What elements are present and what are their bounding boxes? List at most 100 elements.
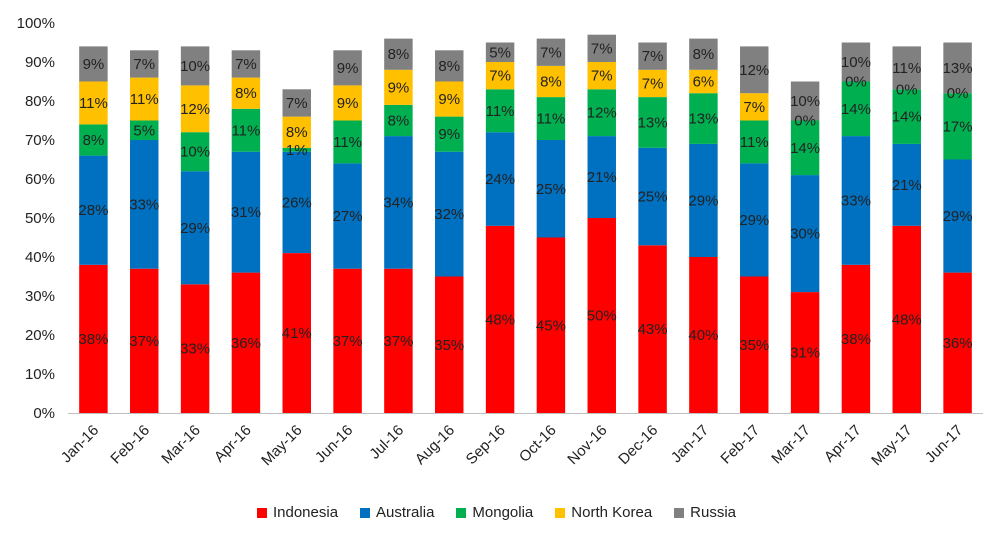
bar-segment-indonesia bbox=[841, 264, 871, 413]
x-tick-label: Nov-16 bbox=[564, 422, 610, 468]
bar-segment-north-korea bbox=[231, 77, 261, 109]
bar-segment-north-korea bbox=[740, 93, 769, 121]
bar-segment-indonesia bbox=[740, 276, 769, 413]
data-label: 43% bbox=[638, 321, 668, 338]
data-label: 10% bbox=[841, 54, 871, 71]
data-label: 25% bbox=[536, 181, 566, 198]
data-label: 7% bbox=[489, 68, 511, 85]
bar-segment-australia bbox=[231, 151, 261, 273]
bar-segment-russia bbox=[638, 42, 667, 70]
x-tick-label: Dec-16 bbox=[615, 422, 661, 468]
x-tick-label: Apr-17 bbox=[821, 422, 865, 466]
data-label: 27% bbox=[333, 208, 363, 225]
y-tick-label: 70% bbox=[25, 132, 55, 149]
data-label: 8% bbox=[438, 58, 460, 75]
bar-segment-russia bbox=[841, 42, 871, 82]
data-label: 35% bbox=[434, 337, 464, 354]
data-label: 1% bbox=[286, 142, 308, 159]
data-label: 29% bbox=[688, 192, 718, 209]
data-label: 41% bbox=[282, 325, 312, 342]
data-label: 29% bbox=[739, 212, 769, 229]
bar-segment-north-korea bbox=[536, 65, 566, 98]
data-label: 21% bbox=[892, 177, 922, 194]
data-label: 37% bbox=[333, 333, 363, 350]
bar-segment-north-korea bbox=[79, 81, 108, 125]
x-axis: Jan-16 Feb-16 Mar-16 Apr-16 May-16 Jun-16 Jul-… bbox=[58, 413, 983, 469]
data-label: 5% bbox=[133, 122, 155, 139]
bar-segment-indonesia bbox=[180, 284, 210, 413]
x-tick-label: Jan-16 bbox=[58, 422, 102, 466]
bar-segment-indonesia bbox=[282, 253, 311, 413]
data-label: 45% bbox=[536, 317, 566, 334]
bar-segment-russia bbox=[943, 42, 972, 94]
data-label: 14% bbox=[892, 109, 922, 126]
data-label: 9% bbox=[438, 126, 460, 143]
bar-segment-australia bbox=[282, 151, 311, 254]
data-label: 13% bbox=[688, 111, 718, 128]
data-label: 7% bbox=[286, 95, 308, 112]
y-tick-label: 100% bbox=[17, 15, 55, 32]
data-label: 11% bbox=[79, 95, 108, 112]
x-tick-label: Mar-17 bbox=[768, 422, 814, 468]
bar-segment-north-korea bbox=[130, 77, 159, 121]
bar-segment-australia bbox=[180, 171, 210, 285]
x-tick-label: May-16 bbox=[258, 422, 305, 469]
y-tick-label: 50% bbox=[25, 210, 55, 227]
data-label: 38% bbox=[841, 331, 871, 348]
data-label: 7% bbox=[642, 75, 664, 92]
legend-swatch bbox=[360, 507, 371, 518]
data-label: 12% bbox=[180, 101, 210, 118]
data-label: 13% bbox=[638, 114, 668, 131]
bar-segment-australia bbox=[384, 136, 413, 269]
bars bbox=[79, 34, 972, 413]
x-tick-label: Jan-17 bbox=[668, 422, 712, 466]
data-label: 8% bbox=[693, 46, 715, 63]
bar-segment-russia bbox=[435, 50, 464, 82]
bar-segment-mongolia bbox=[231, 108, 261, 152]
bar-segment-indonesia bbox=[231, 272, 261, 413]
data-label: 5% bbox=[489, 44, 511, 61]
data-label: 11% bbox=[740, 134, 769, 151]
legend-label: North Korea bbox=[571, 504, 653, 521]
x-tick-label: Aug-16 bbox=[412, 422, 458, 468]
data-label: 10% bbox=[180, 58, 210, 75]
legend-label: Mongolia bbox=[472, 504, 534, 521]
data-label: 26% bbox=[282, 194, 312, 211]
data-label: 11% bbox=[130, 91, 159, 108]
y-axis: 0% 10% 20% 30% 40% 50% 60% 70% 80% 90% 100% bbox=[17, 15, 55, 422]
data-label: 8% bbox=[83, 132, 105, 149]
bar-segment-indonesia bbox=[79, 264, 108, 413]
data-label: 0% bbox=[896, 81, 918, 98]
data-label: 29% bbox=[180, 220, 210, 237]
data-label: 11% bbox=[892, 60, 921, 77]
data-label: 36% bbox=[943, 335, 973, 352]
legend-label: Russia bbox=[690, 504, 737, 521]
bar-segment-australia bbox=[943, 159, 972, 273]
data-label: 31% bbox=[790, 345, 820, 362]
x-tick-label: Mar-16 bbox=[158, 422, 204, 468]
bar-segment-mongolia bbox=[740, 120, 769, 164]
bar-segment-mongolia bbox=[435, 116, 464, 152]
data-label: 36% bbox=[231, 335, 261, 352]
bar-segment-australia bbox=[841, 136, 871, 265]
data-label: 33% bbox=[129, 196, 159, 213]
bar-segment-australia bbox=[333, 163, 362, 269]
bar-segment-australia bbox=[485, 132, 515, 226]
data-label: 8% bbox=[235, 85, 257, 102]
bar-segment-australia bbox=[130, 140, 159, 269]
y-tick-label: 40% bbox=[25, 249, 55, 266]
bar-segment-russia bbox=[485, 42, 515, 62]
bar-segment-indonesia bbox=[435, 276, 464, 413]
bar-segment-russia bbox=[130, 50, 159, 78]
data-label: 7% bbox=[642, 48, 664, 65]
x-tick-label: Sep-16 bbox=[463, 422, 509, 468]
bar-segment-north-korea bbox=[384, 69, 413, 105]
x-tick-label: Feb-16 bbox=[107, 422, 153, 468]
bar-segment-north-korea bbox=[333, 85, 362, 121]
bar-segment-russia bbox=[587, 34, 616, 62]
x-tick-label: Jul-16 bbox=[366, 422, 407, 463]
data-label: 9% bbox=[83, 56, 105, 73]
bar-segment-russia bbox=[790, 81, 820, 121]
bar-segment-australia bbox=[790, 175, 820, 293]
legend-item-russia: Russia bbox=[674, 504, 736, 521]
